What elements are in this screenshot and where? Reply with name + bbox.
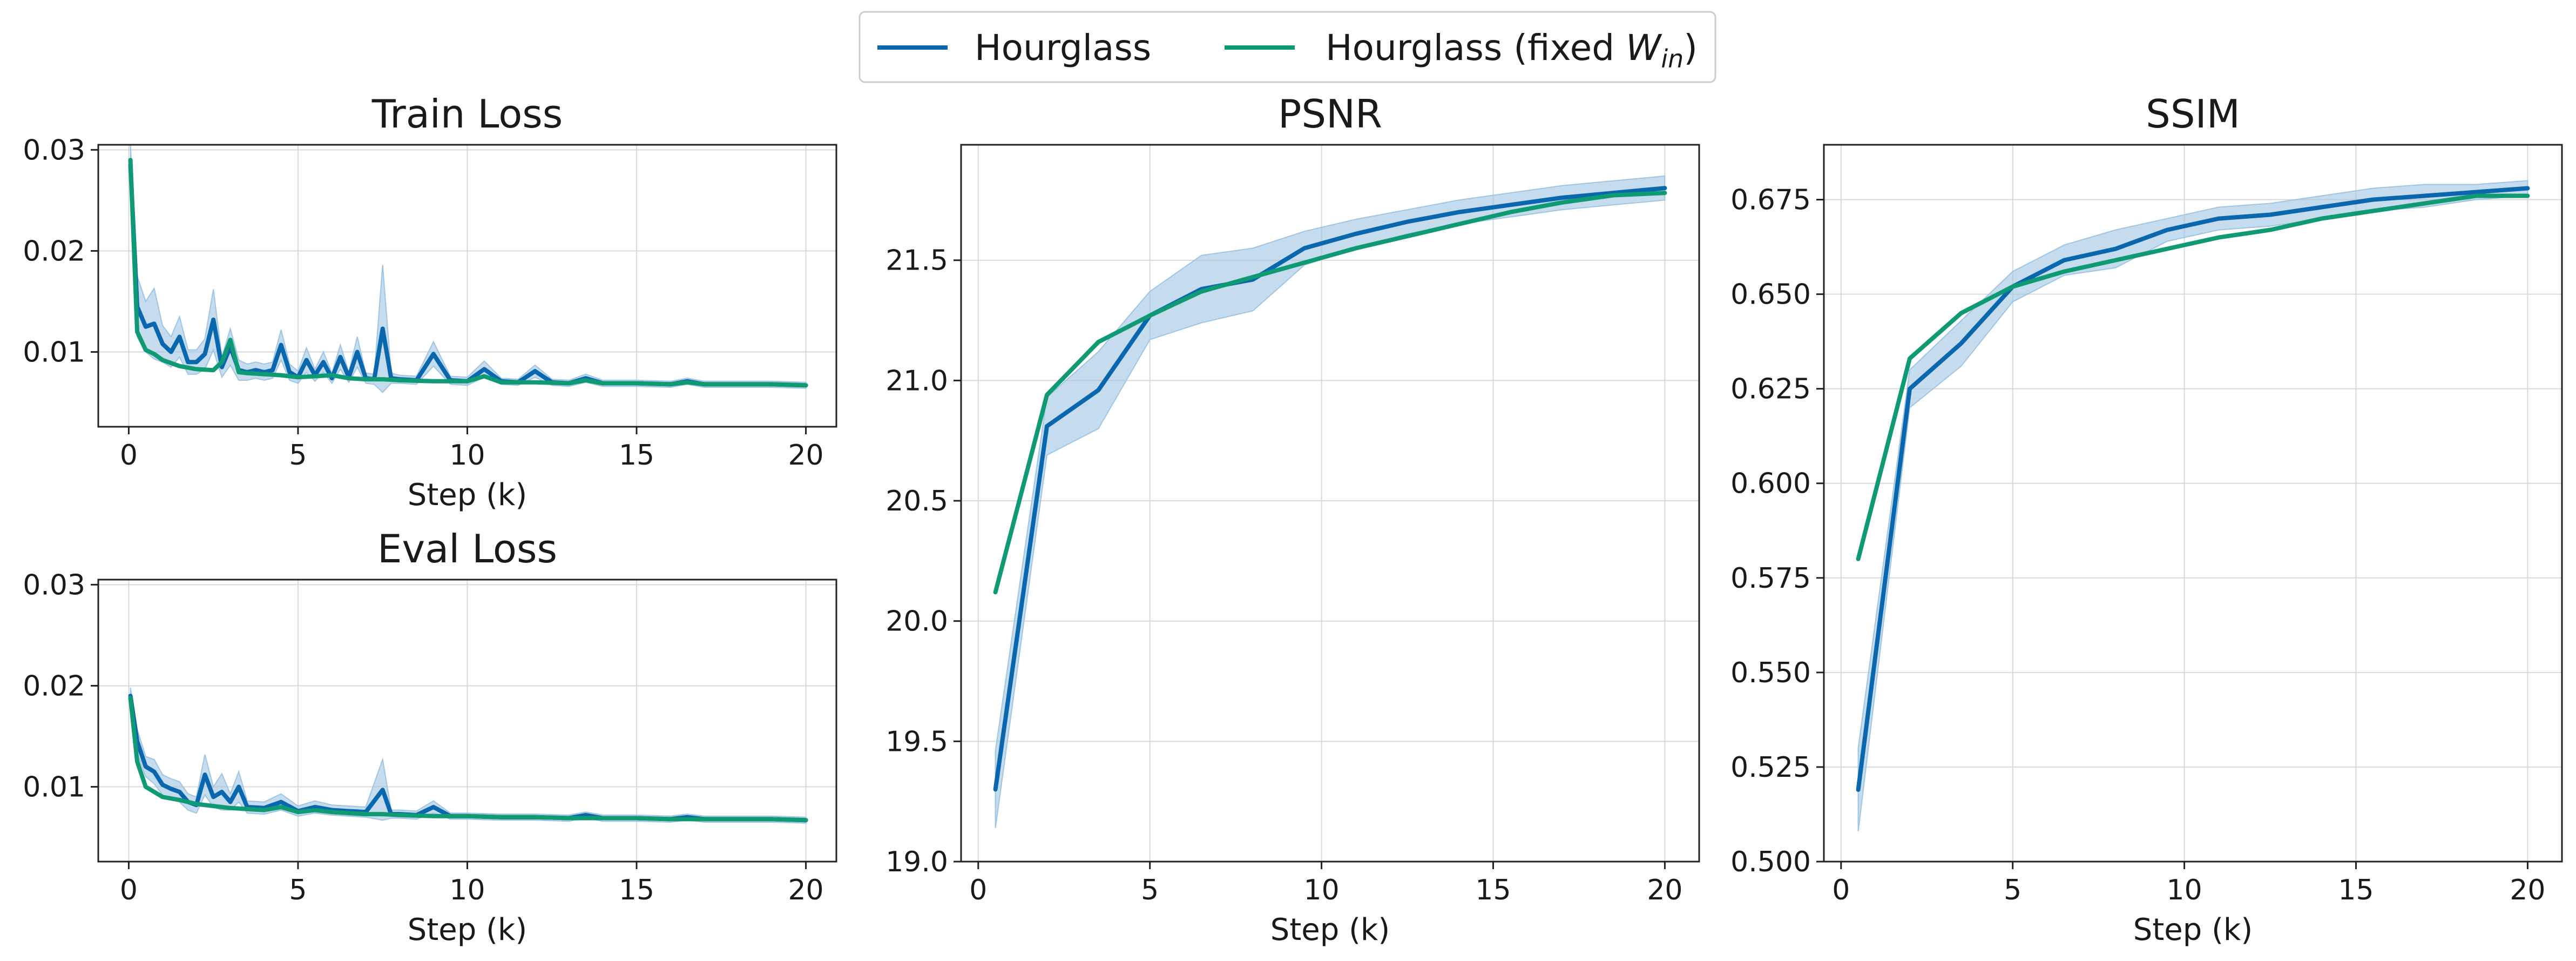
x-tick-label: 10: [449, 439, 485, 472]
confidence-band-hourglass: [1857, 180, 2528, 832]
x-axis-label: Step (k): [408, 478, 527, 513]
x-tick-label: 20: [788, 439, 823, 472]
legend-label-math: W: [1626, 27, 1662, 69]
y-tick-label: 19.0: [885, 846, 948, 878]
y-tick-label: 0.550: [1730, 657, 1811, 689]
legend: Hourglass Hourglass (fixed Win): [858, 11, 1716, 83]
plot-area: [993, 175, 1667, 828]
legend-label-hourglass-fixed: Hourglass (fixed Win): [1326, 27, 1698, 73]
confidence-band-hourglass: [995, 175, 1666, 828]
x-axis-label: Step (k): [1270, 912, 1390, 947]
y-tick-label: 0.03: [23, 134, 85, 166]
y-tick-label: 20.5: [885, 485, 948, 518]
x-tick-label: 20: [1647, 874, 1682, 906]
x-tick-label: 5: [1141, 874, 1159, 906]
y-tick-label: 0.03: [23, 569, 85, 601]
x-tick-label: 5: [289, 439, 307, 472]
panel-ssim: 0 5 10 15 20 0.500 0.525 0.550 0.575 0.600 0.625 0.…: [1730, 91, 2563, 947]
panel-title: Eval Loss: [377, 526, 557, 572]
y-tick-label: 20.0: [885, 606, 948, 638]
confidence-band-hourglass: [130, 688, 807, 824]
y-tick-label: 21.5: [885, 245, 948, 277]
x-tick-label: 15: [1475, 874, 1511, 906]
series-line-hourglass: [1856, 186, 2530, 792]
plot-area: [128, 688, 808, 824]
series-line-hourglass-fixed: [128, 695, 808, 823]
y-tick-label: 0.02: [23, 235, 85, 267]
y-tick-label: 19.5: [885, 725, 948, 758]
y-tick-label: 0.675: [1730, 184, 1811, 217]
series-line-hourglass: [993, 186, 1667, 792]
y-tick-label: 0.600: [1730, 468, 1811, 500]
plot-area: [128, 145, 808, 393]
x-tick-label: 10: [2167, 874, 2202, 906]
plot-area: [1856, 180, 2530, 832]
x-tick-label: 20: [788, 874, 823, 906]
x-tick-label: 15: [619, 439, 654, 472]
panel-eval: 0 5 10 15 20 0.01 0.02 0.03 Eval Loss Step (k): [23, 526, 837, 947]
y-tick-label: 0.650: [1730, 279, 1811, 311]
axes-frame: [1823, 144, 2563, 863]
x-tick-label: 0: [120, 874, 138, 906]
panel-train: 0 5 10 15 20 0.01 0.02 0.03 Train Loss Step (k): [23, 91, 837, 513]
series-line-hourglass-fixed: [128, 158, 808, 388]
series-line-hourglass-fixed: [1856, 193, 2530, 561]
axes-frame: [960, 144, 1700, 863]
y-tick-label: 21.0: [885, 365, 948, 397]
legend-label-suffix: ): [1683, 27, 1698, 69]
panel-psnr: 0 5 10 15 20 19.0 19.5 20.0 20.5 21.0 21.5 PSNR Step…: [885, 91, 1700, 947]
x-tick-label: 15: [2338, 874, 2374, 906]
x-axis-label: Step (k): [408, 912, 527, 947]
panel-title: SSIM: [2146, 91, 2240, 137]
y-tick-label: 0.575: [1730, 562, 1811, 595]
y-tick-label: 0.02: [23, 670, 85, 702]
y-tick-label: 0.01: [23, 771, 85, 804]
x-tick-label: 15: [619, 874, 654, 906]
legend-label-subscript: in: [1661, 44, 1683, 73]
x-tick-label: 10: [449, 874, 485, 906]
panel-title: Train Loss: [371, 91, 563, 137]
x-tick-label: 20: [2510, 874, 2545, 906]
y-tick-label: 0.625: [1730, 373, 1811, 406]
x-tick-label: 0: [969, 874, 987, 906]
series-line-hourglass: [128, 694, 808, 823]
x-tick-label: 5: [2004, 874, 2021, 906]
y-tick-label: 0.500: [1730, 846, 1811, 878]
y-tick-label: 0.01: [23, 337, 85, 369]
x-tick-label: 10: [1304, 874, 1340, 906]
y-tick-label: 0.525: [1730, 751, 1811, 784]
panel-title: PSNR: [1278, 91, 1382, 137]
legend-label-hourglass: Hourglass: [975, 27, 1151, 69]
x-tick-label: 5: [289, 874, 307, 906]
x-tick-label: 0: [120, 439, 138, 472]
series-line-hourglass-fixed: [993, 191, 1667, 595]
x-tick-label: 0: [1832, 874, 1850, 906]
x-axis-label: Step (k): [2133, 912, 2253, 947]
legend-label-text: Hourglass (fixed: [1326, 27, 1626, 69]
